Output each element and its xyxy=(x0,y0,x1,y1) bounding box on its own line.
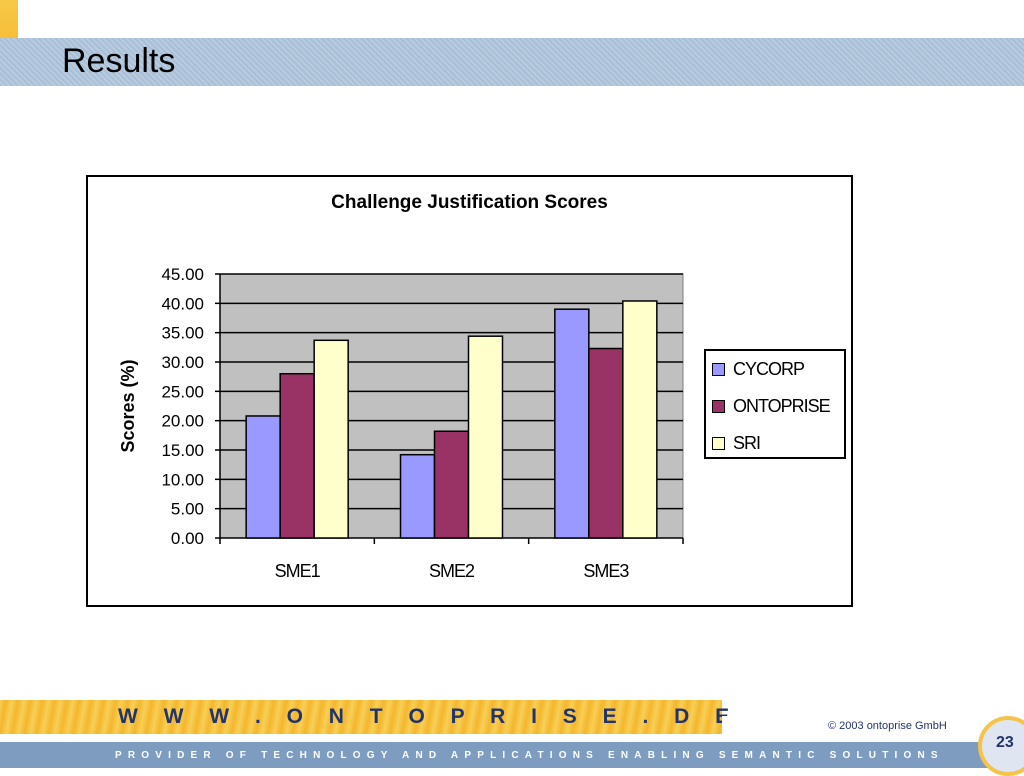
legend-label-sri: SRI xyxy=(733,432,761,453)
x-tick-label: SME3 xyxy=(583,561,629,581)
y-tick-label: 40.00 xyxy=(161,294,204,313)
slide-title: Results xyxy=(62,42,176,80)
legend-item-cycorp: CYCORP xyxy=(712,357,805,381)
title-bar xyxy=(0,38,1024,86)
bar-sri-sme2 xyxy=(467,335,504,539)
legend-swatch-cycorp xyxy=(712,362,725,376)
legend-swatch-sri xyxy=(712,436,725,450)
y-tick-label: 5.00 xyxy=(171,500,204,519)
footer-gold-band xyxy=(0,700,722,734)
footer-copyright-area xyxy=(722,716,1024,742)
y-axis-title: Scores (%) xyxy=(118,359,138,452)
chart-title: Challenge Justification Scores xyxy=(331,192,608,213)
legend-item-sri: SRI xyxy=(712,431,761,455)
bar-ontoprise-sme1 xyxy=(279,372,315,539)
page-number: 23 xyxy=(996,734,1014,751)
footer-blue-band xyxy=(0,742,1024,768)
bar-sri-sme3 xyxy=(622,300,658,539)
y-tick-label: 10.00 xyxy=(161,470,204,489)
legend-label-ontoprise: ONTOPRISE xyxy=(733,395,831,416)
x-tick-label: SME1 xyxy=(275,561,321,581)
y-tick-label: 20.00 xyxy=(161,412,204,431)
footer-copyright: © 2003 ontoprise GmbH xyxy=(828,720,947,732)
bar-cycorp-sme2 xyxy=(399,453,436,539)
footer-tagline: PROVIDER OF TECHNOLOGY AND APPLICATIONS … xyxy=(115,750,944,761)
y-tick-label: 30.00 xyxy=(161,353,204,372)
bar-cycorp-sme3 xyxy=(554,308,590,539)
legend-item-ontoprise: ONTOPRISE xyxy=(712,394,831,418)
y-tick-label: 45.00 xyxy=(161,265,204,284)
y-tick-label: 35.00 xyxy=(161,324,204,343)
y-tick-label: 25.00 xyxy=(161,382,204,401)
bar-cycorp-sme1 xyxy=(245,415,281,539)
chart-legend: CYCORP ONTOPRISE SRI xyxy=(704,349,846,459)
legend-label-cycorp: CYCORP xyxy=(733,358,805,379)
bar-ontoprise-sme2 xyxy=(433,430,470,539)
x-tick-label: SME2 xyxy=(429,561,475,581)
bar-sri-sme1 xyxy=(313,339,349,539)
bar-ontoprise-sme3 xyxy=(588,347,624,539)
legend-swatch-ontoprise xyxy=(712,399,725,413)
footer-website-link[interactable]: W W W . O N T O P R I S E . D E xyxy=(118,705,740,728)
y-tick-label: 0.00 xyxy=(171,529,204,548)
y-tick-label: 15.00 xyxy=(161,441,204,460)
